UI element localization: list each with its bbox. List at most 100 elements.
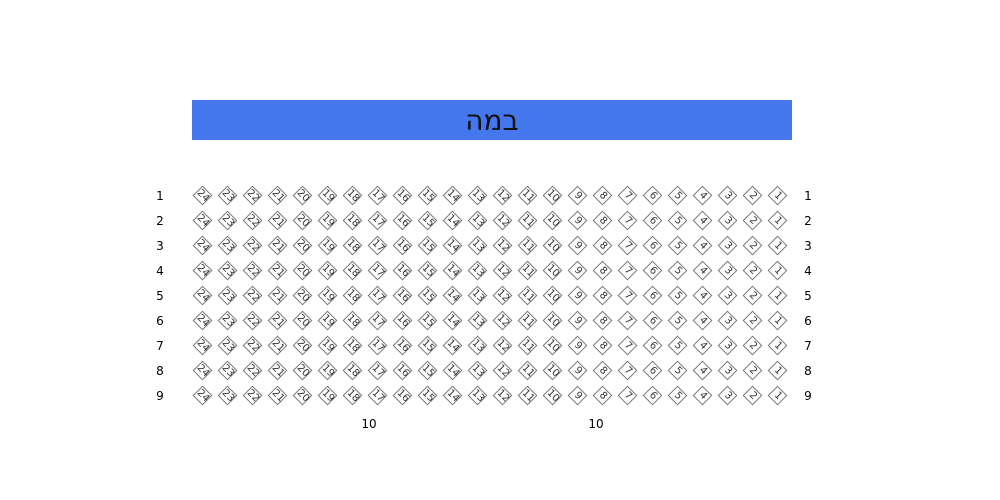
seat[interactable]: 10 <box>542 310 563 331</box>
seat[interactable]: 15 <box>417 260 438 281</box>
seat[interactable]: 20 <box>292 235 313 256</box>
seat[interactable]: 14 <box>442 335 463 356</box>
seat[interactable]: 4 <box>692 285 713 306</box>
seat[interactable]: 8 <box>592 235 613 256</box>
seat[interactable]: 4 <box>692 335 713 356</box>
seat[interactable]: 4 <box>692 385 713 406</box>
seat[interactable]: 8 <box>592 360 613 381</box>
seat[interactable]: 13 <box>467 210 488 231</box>
seat[interactable]: 2 <box>742 385 763 406</box>
seat[interactable]: 15 <box>417 185 438 206</box>
seat[interactable]: 2 <box>742 360 763 381</box>
seat[interactable]: 7 <box>617 360 638 381</box>
seat[interactable]: 3 <box>717 385 738 406</box>
seat[interactable]: 6 <box>642 185 663 206</box>
seat[interactable]: 20 <box>292 210 313 231</box>
seat[interactable]: 22 <box>242 285 263 306</box>
seat[interactable]: 3 <box>717 210 738 231</box>
seat[interactable]: 4 <box>692 210 713 231</box>
seat[interactable]: 7 <box>617 210 638 231</box>
seat[interactable]: 23 <box>217 335 238 356</box>
seat[interactable]: 1 <box>767 210 788 231</box>
seat[interactable]: 10 <box>542 335 563 356</box>
seat[interactable]: 9 <box>567 310 588 331</box>
seat[interactable]: 24 <box>192 310 213 331</box>
seat[interactable]: 6 <box>642 285 663 306</box>
seat[interactable]: 14 <box>442 210 463 231</box>
seat[interactable]: 11 <box>517 235 538 256</box>
seat[interactable]: 21 <box>267 385 288 406</box>
seat[interactable]: 7 <box>617 285 638 306</box>
seat[interactable]: 13 <box>467 385 488 406</box>
seat[interactable]: 24 <box>192 260 213 281</box>
seat[interactable]: 5 <box>667 285 688 306</box>
seat[interactable]: 20 <box>292 260 313 281</box>
seat[interactable]: 1 <box>767 260 788 281</box>
seat[interactable]: 19 <box>317 185 338 206</box>
seat[interactable]: 14 <box>442 185 463 206</box>
seat[interactable]: 4 <box>692 185 713 206</box>
seat[interactable]: 13 <box>467 285 488 306</box>
seat[interactable]: 15 <box>417 285 438 306</box>
seat[interactable]: 10 <box>542 285 563 306</box>
seat[interactable]: 12 <box>492 235 513 256</box>
seat[interactable]: 13 <box>467 235 488 256</box>
seat[interactable]: 5 <box>667 235 688 256</box>
seat[interactable]: 20 <box>292 185 313 206</box>
seat[interactable]: 17 <box>367 235 388 256</box>
seat[interactable]: 17 <box>367 210 388 231</box>
seat[interactable]: 12 <box>492 185 513 206</box>
seat[interactable]: 17 <box>367 260 388 281</box>
seat[interactable]: 15 <box>417 360 438 381</box>
seat[interactable]: 23 <box>217 285 238 306</box>
seat[interactable]: 23 <box>217 235 238 256</box>
seat[interactable]: 21 <box>267 235 288 256</box>
seat[interactable]: 7 <box>617 260 638 281</box>
seat[interactable]: 1 <box>767 310 788 331</box>
seat[interactable]: 23 <box>217 385 238 406</box>
seat[interactable]: 21 <box>267 210 288 231</box>
seat[interactable]: 20 <box>292 285 313 306</box>
seat[interactable]: 17 <box>367 360 388 381</box>
seat[interactable]: 10 <box>542 210 563 231</box>
seat[interactable]: 23 <box>217 260 238 281</box>
seat[interactable]: 7 <box>617 185 638 206</box>
seat[interactable]: 18 <box>342 335 363 356</box>
seat[interactable]: 19 <box>317 385 338 406</box>
seat[interactable]: 11 <box>517 360 538 381</box>
seat[interactable]: 9 <box>567 385 588 406</box>
seat[interactable]: 13 <box>467 260 488 281</box>
seat[interactable]: 20 <box>292 360 313 381</box>
seat[interactable]: 16 <box>392 285 413 306</box>
seat[interactable]: 4 <box>692 235 713 256</box>
seat[interactable]: 12 <box>492 210 513 231</box>
seat[interactable]: 18 <box>342 310 363 331</box>
seat[interactable]: 5 <box>667 210 688 231</box>
seat[interactable]: 12 <box>492 335 513 356</box>
seat[interactable]: 21 <box>267 185 288 206</box>
seat[interactable]: 9 <box>567 260 588 281</box>
seat[interactable]: 24 <box>192 235 213 256</box>
seat[interactable]: 21 <box>267 360 288 381</box>
seat[interactable]: 18 <box>342 360 363 381</box>
seat[interactable]: 7 <box>617 235 638 256</box>
seat[interactable]: 3 <box>717 185 738 206</box>
seat[interactable]: 6 <box>642 335 663 356</box>
seat[interactable]: 19 <box>317 360 338 381</box>
seat[interactable]: 4 <box>692 360 713 381</box>
seat[interactable]: 16 <box>392 185 413 206</box>
seat[interactable]: 17 <box>367 310 388 331</box>
seat[interactable]: 9 <box>567 335 588 356</box>
seat[interactable]: 8 <box>592 185 613 206</box>
seat[interactable]: 24 <box>192 210 213 231</box>
seat[interactable]: 6 <box>642 360 663 381</box>
seat[interactable]: 14 <box>442 385 463 406</box>
seat[interactable]: 20 <box>292 385 313 406</box>
seat[interactable]: 17 <box>367 335 388 356</box>
seat[interactable]: 11 <box>517 260 538 281</box>
seat[interactable]: 5 <box>667 385 688 406</box>
seat[interactable]: 11 <box>517 335 538 356</box>
seat[interactable]: 21 <box>267 260 288 281</box>
seat[interactable]: 19 <box>317 310 338 331</box>
seat[interactable]: 23 <box>217 310 238 331</box>
